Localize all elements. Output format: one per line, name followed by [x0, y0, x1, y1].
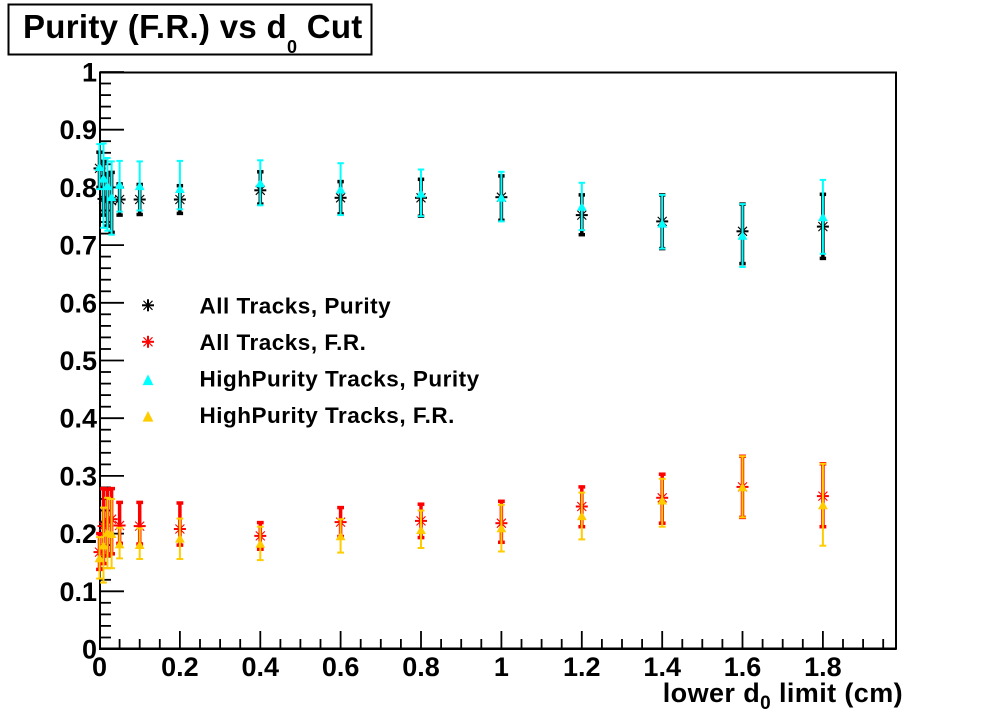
- svg-text:0.8: 0.8: [402, 652, 440, 682]
- svg-text:0.3: 0.3: [59, 461, 97, 491]
- svg-text:0.1: 0.1: [59, 577, 97, 607]
- svg-text:0.2: 0.2: [59, 519, 97, 549]
- svg-text:0.4: 0.4: [59, 404, 97, 434]
- svg-text:0.4: 0.4: [242, 652, 280, 682]
- svg-text:0.8: 0.8: [59, 173, 97, 203]
- svg-text:1.2: 1.2: [563, 652, 601, 682]
- svg-text:All Tracks, Purity: All Tracks, Purity: [200, 293, 392, 318]
- svg-text:0.7: 0.7: [59, 231, 97, 261]
- svg-text:1: 1: [82, 58, 97, 88]
- svg-text:HighPurity Tracks, F.R.: HighPurity Tracks, F.R.: [200, 403, 455, 428]
- svg-text:All Tracks, F.R.: All Tracks, F.R.: [200, 330, 367, 355]
- svg-text:0.6: 0.6: [59, 288, 97, 318]
- svg-text:1: 1: [494, 652, 509, 682]
- svg-text:0.2: 0.2: [161, 652, 199, 682]
- svg-text:HighPurity Tracks, Purity: HighPurity Tracks, Purity: [200, 366, 480, 391]
- svg-text:0.6: 0.6: [322, 652, 360, 682]
- svg-text:1.6: 1.6: [724, 652, 762, 682]
- svg-text:0: 0: [92, 652, 107, 682]
- svg-text:0: 0: [82, 635, 97, 665]
- svg-text:1.8: 1.8: [804, 652, 842, 682]
- svg-text:0.9: 0.9: [59, 115, 97, 145]
- svg-text:0.5: 0.5: [59, 346, 97, 376]
- svg-text:1.4: 1.4: [643, 652, 681, 682]
